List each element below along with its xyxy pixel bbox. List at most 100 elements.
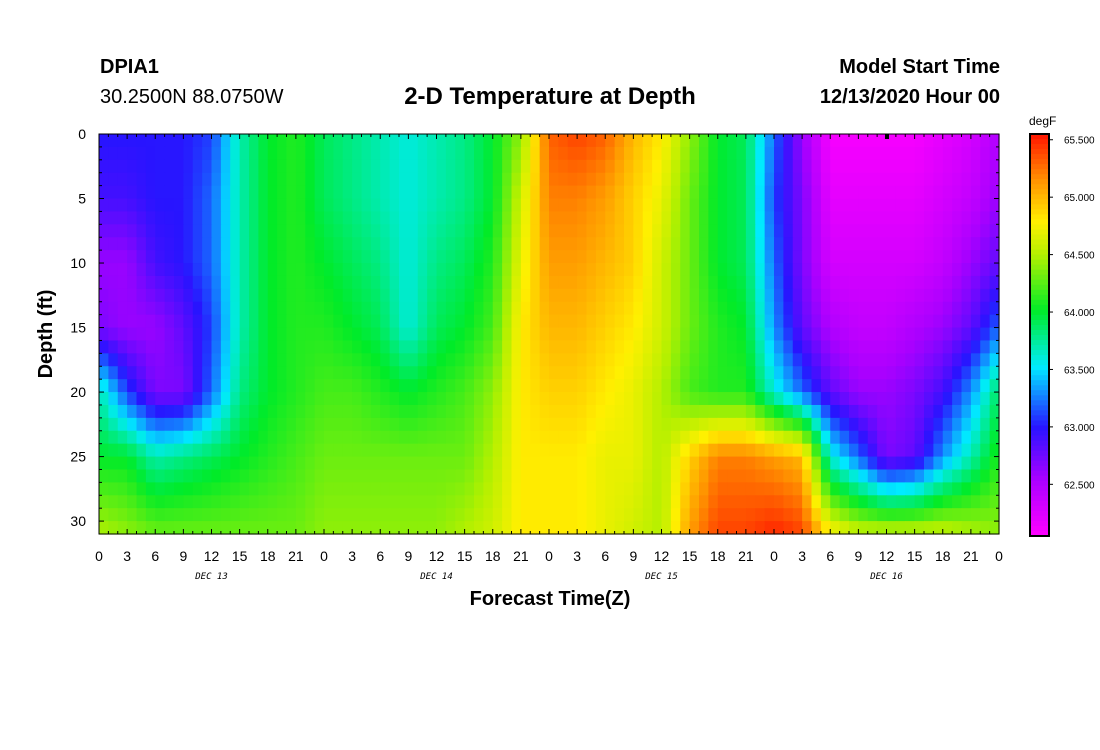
station-id: DPIA1 xyxy=(100,56,159,78)
heatmap-cell xyxy=(530,159,541,174)
heatmap-cell xyxy=(155,314,166,329)
heatmap-cell xyxy=(427,340,438,354)
heatmap-cell xyxy=(164,314,175,329)
heatmap-cell xyxy=(183,443,194,458)
heatmap-cell xyxy=(474,250,484,264)
heatmap-cell xyxy=(202,353,213,367)
heatmap-cell xyxy=(895,263,906,277)
heatmap-cell xyxy=(305,482,316,496)
heatmap-cell xyxy=(239,327,250,342)
colorbar-segment xyxy=(1030,319,1049,326)
heatmap-cell xyxy=(164,159,175,174)
heatmap-cell xyxy=(577,430,588,445)
heatmap-cell xyxy=(192,392,203,406)
heatmap-cell xyxy=(914,482,925,496)
heatmap-cell xyxy=(802,134,813,148)
heatmap-cell xyxy=(652,237,663,251)
heatmap-cell xyxy=(549,134,559,148)
colorbar-segment xyxy=(1030,505,1049,512)
heatmap-cell xyxy=(370,263,381,277)
heatmap-cell xyxy=(230,482,241,496)
heatmap-cell xyxy=(849,366,859,380)
heatmap-cell xyxy=(314,521,325,535)
heatmap-cell xyxy=(867,482,878,496)
heatmap-cell xyxy=(745,508,756,522)
heatmap-cell xyxy=(277,250,288,264)
heatmap-cell xyxy=(145,134,156,148)
heatmap-cell xyxy=(530,417,541,432)
heatmap-cell xyxy=(305,430,316,445)
heatmap-cell xyxy=(389,185,400,200)
heatmap-cell xyxy=(689,521,700,535)
heatmap-cell xyxy=(614,250,625,264)
heatmap-cell xyxy=(886,263,897,277)
heatmap-cell xyxy=(445,237,456,251)
heatmap-cell xyxy=(352,392,363,406)
heatmap-cell xyxy=(633,456,644,471)
heatmap-cell xyxy=(202,211,213,225)
heatmap-cell xyxy=(342,379,353,393)
heatmap-cell xyxy=(530,508,541,522)
heatmap-cell xyxy=(352,508,363,522)
heatmap-cell xyxy=(483,443,494,458)
heatmap-cell xyxy=(502,379,513,393)
heatmap-cell xyxy=(277,430,288,445)
heatmap-cell xyxy=(877,392,888,406)
heatmap-cell xyxy=(614,366,625,380)
colorbar-segment xyxy=(1030,400,1049,406)
heatmap-cell xyxy=(277,456,288,471)
colorbar-frame xyxy=(1029,133,1050,537)
heatmap-cell xyxy=(970,482,981,496)
heatmap-cell xyxy=(417,224,428,238)
heatmap-cell xyxy=(670,237,681,251)
heatmap-cell xyxy=(970,495,981,509)
heatmap-cell xyxy=(914,495,925,509)
heatmap-cell xyxy=(145,263,156,277)
heatmap-cell xyxy=(558,443,569,458)
heatmap-cell xyxy=(877,417,888,432)
heatmap-cell xyxy=(361,314,372,329)
heatmap-cell xyxy=(445,250,456,264)
heatmap-cell xyxy=(717,185,728,200)
heatmap-cell xyxy=(474,146,484,161)
heatmap-cell xyxy=(192,198,203,213)
heatmap-cell xyxy=(774,301,784,316)
heatmap-cell xyxy=(586,237,597,251)
heatmap-cell xyxy=(333,456,344,471)
heatmap-cell xyxy=(258,159,269,174)
heatmap-cell xyxy=(670,263,681,277)
heatmap-cell xyxy=(305,172,316,187)
heatmap-cell xyxy=(952,237,963,251)
heatmap-cell xyxy=(370,508,381,522)
heatmap-cell xyxy=(464,314,475,329)
heatmap-cell xyxy=(305,392,316,406)
heatmap-cell xyxy=(483,366,494,380)
heatmap-cell xyxy=(895,198,906,213)
heatmap-cell xyxy=(314,443,325,458)
heatmap-cell xyxy=(211,327,222,342)
heatmap-cell xyxy=(155,250,166,264)
heatmap-cell xyxy=(436,301,447,316)
heatmap-cell xyxy=(699,456,709,471)
heatmap-cell xyxy=(183,146,194,161)
heatmap-cell xyxy=(708,469,719,483)
heatmap-cell xyxy=(633,366,644,380)
heatmap-cell xyxy=(352,495,363,509)
heatmap-cell xyxy=(605,275,616,290)
heatmap-cell xyxy=(652,404,663,419)
heatmap-cell xyxy=(258,263,269,277)
heatmap-cell xyxy=(370,134,381,148)
heatmap-cell xyxy=(427,327,438,342)
heatmap-cell xyxy=(755,314,766,329)
heatmap-cell xyxy=(127,508,138,522)
heatmap-cell xyxy=(220,301,231,316)
heatmap-cell xyxy=(155,327,166,342)
heatmap-cell xyxy=(924,417,934,432)
heatmap-cell xyxy=(867,353,878,367)
heatmap-cell xyxy=(127,314,138,329)
heatmap-cell xyxy=(549,263,559,277)
heatmap-cell xyxy=(783,275,794,290)
heatmap-cell xyxy=(783,224,794,238)
heatmap-cell xyxy=(614,263,625,277)
heatmap-cell xyxy=(295,237,306,251)
